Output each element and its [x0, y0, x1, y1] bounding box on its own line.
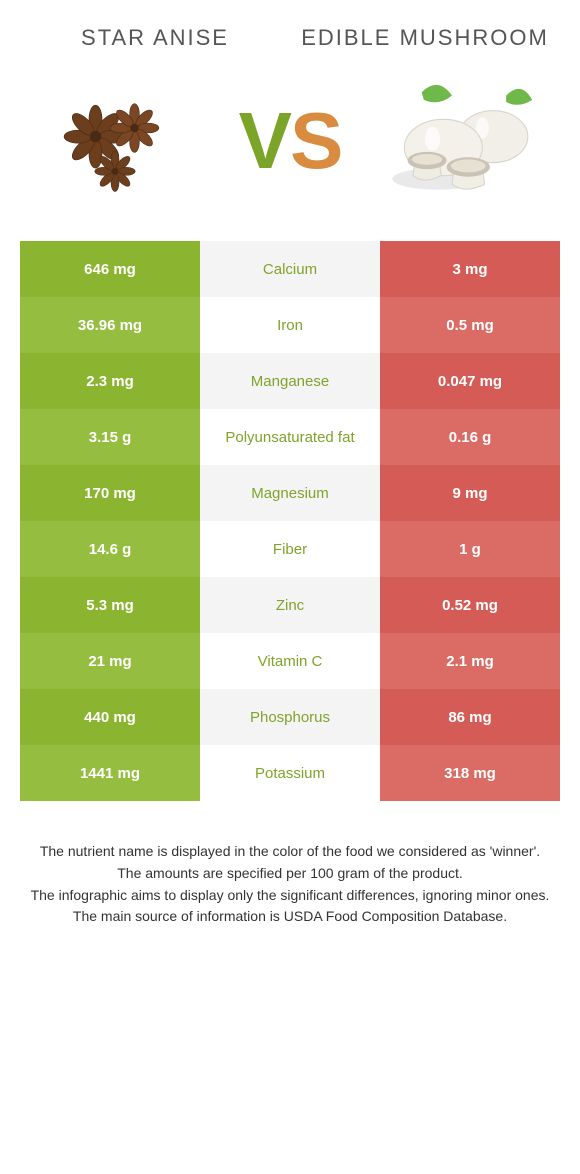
- nutrient-name: Calcium: [200, 241, 380, 297]
- nutrient-name: Potassium: [200, 745, 380, 801]
- footnote: The main source of information is USDA F…: [30, 906, 550, 928]
- nutrient-name: Zinc: [200, 577, 380, 633]
- value-left: 646 mg: [20, 241, 200, 297]
- title-row: Star Anise Edible Mushroom: [0, 0, 580, 61]
- table-row: 170 mgMagnesium9 mg: [20, 465, 560, 521]
- nutrient-name: Vitamin C: [200, 633, 380, 689]
- vs-v: V: [239, 96, 290, 185]
- value-left: 1441 mg: [20, 745, 200, 801]
- nutrient-name: Phosphorus: [200, 689, 380, 745]
- nutrient-name: Manganese: [200, 353, 380, 409]
- hero-row: VS: [0, 61, 580, 241]
- comparison-table: 646 mgCalcium3 mg36.96 mgIron0.5 mg2.3 m…: [20, 241, 560, 801]
- value-left: 170 mg: [20, 465, 200, 521]
- value-right: 3 mg: [380, 241, 560, 297]
- vs-label: VS: [239, 95, 342, 187]
- table-row: 21 mgVitamin C2.1 mg: [20, 633, 560, 689]
- value-left: 3.15 g: [20, 409, 200, 465]
- value-right: 0.16 g: [380, 409, 560, 465]
- table-row: 3.15 gPolyunsaturated fat0.16 g: [20, 409, 560, 465]
- value-right: 318 mg: [380, 745, 560, 801]
- value-right: 0.5 mg: [380, 297, 560, 353]
- footer-notes: The nutrient name is displayed in the co…: [0, 801, 580, 928]
- star-anise-icon: [30, 71, 200, 211]
- value-left: 14.6 g: [20, 521, 200, 577]
- table-row: 440 mgPhosphorus86 mg: [20, 689, 560, 745]
- value-left: 5.3 mg: [20, 577, 200, 633]
- value-right: 9 mg: [380, 465, 560, 521]
- table-row: 2.3 mgManganese0.047 mg: [20, 353, 560, 409]
- value-left: 440 mg: [20, 689, 200, 745]
- value-right: 86 mg: [380, 689, 560, 745]
- value-right: 1 g: [380, 521, 560, 577]
- table-row: 14.6 gFiber1 g: [20, 521, 560, 577]
- footnote: The infographic aims to display only the…: [30, 885, 550, 907]
- value-left: 36.96 mg: [20, 297, 200, 353]
- value-right: 2.1 mg: [380, 633, 560, 689]
- table-row: 5.3 mgZinc0.52 mg: [20, 577, 560, 633]
- nutrient-name: Magnesium: [200, 465, 380, 521]
- value-right: 0.52 mg: [380, 577, 560, 633]
- nutrient-name: Iron: [200, 297, 380, 353]
- table-row: 646 mgCalcium3 mg: [20, 241, 560, 297]
- value-right: 0.047 mg: [380, 353, 560, 409]
- nutrient-name: Fiber: [200, 521, 380, 577]
- mushroom-icon: [380, 71, 550, 211]
- value-left: 21 mg: [20, 633, 200, 689]
- footnote: The amounts are specified per 100 gram o…: [30, 863, 550, 885]
- nutrient-name: Polyunsaturated fat: [200, 409, 380, 465]
- table-row: 1441 mgPotassium318 mg: [20, 745, 560, 801]
- value-left: 2.3 mg: [20, 353, 200, 409]
- title-left: Star Anise: [20, 25, 290, 51]
- footnote: The nutrient name is displayed in the co…: [30, 841, 550, 863]
- vs-s: S: [290, 96, 341, 185]
- table-row: 36.96 mgIron0.5 mg: [20, 297, 560, 353]
- title-right: Edible Mushroom: [290, 25, 560, 51]
